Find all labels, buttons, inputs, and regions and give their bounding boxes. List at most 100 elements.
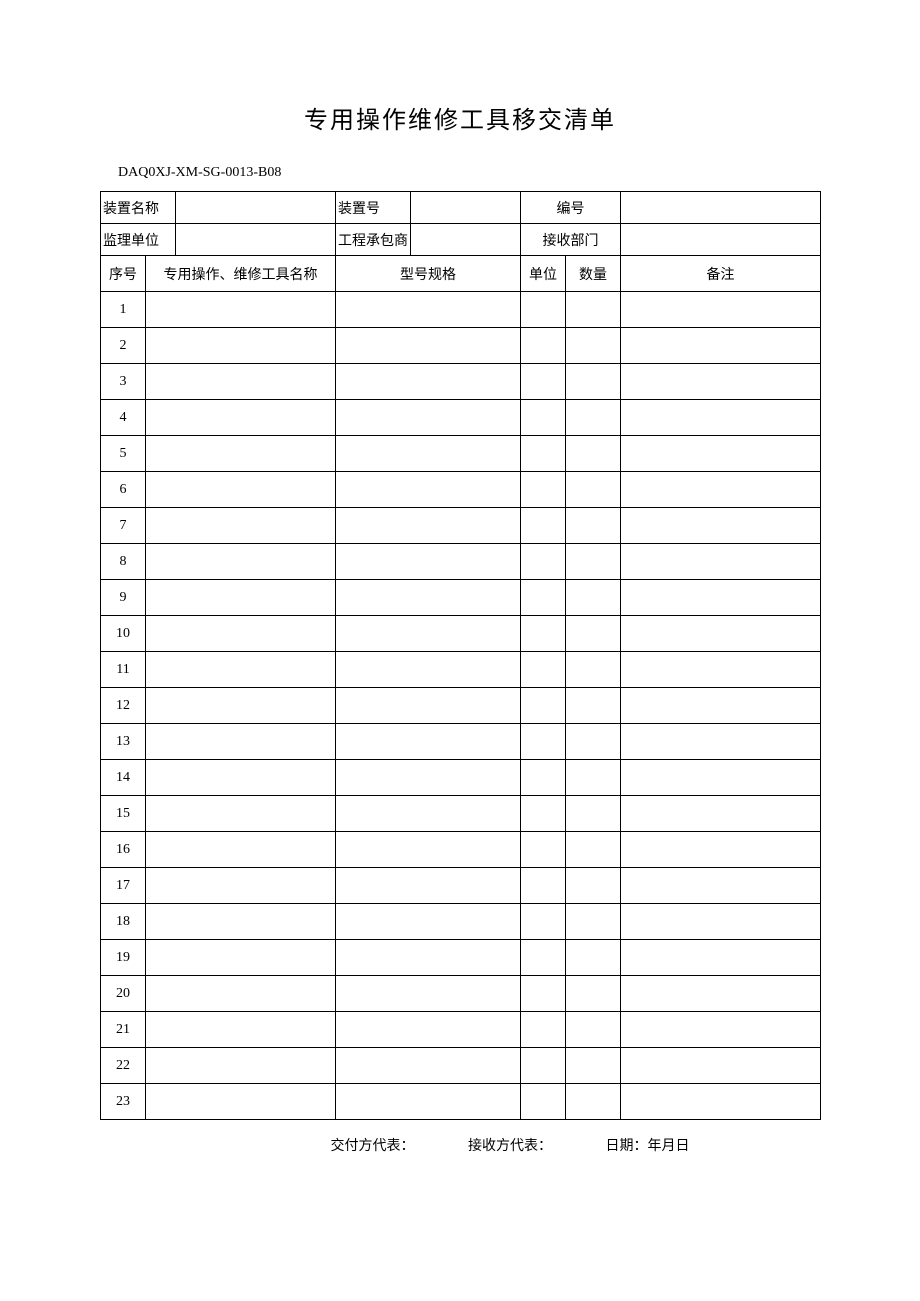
cell-name bbox=[146, 904, 336, 940]
col-spec: 型号规格 bbox=[336, 256, 521, 292]
cell-seq: 19 bbox=[101, 940, 146, 976]
info-row-1: 装置名称 装置号 编号 bbox=[101, 192, 821, 224]
cell-name bbox=[146, 436, 336, 472]
cell-qty bbox=[566, 544, 621, 580]
table-row: 14 bbox=[101, 760, 821, 796]
supervisor-label: 监理单位 bbox=[101, 224, 176, 256]
table-row: 23 bbox=[101, 1084, 821, 1120]
cell-unit bbox=[521, 1084, 566, 1120]
cell-name bbox=[146, 580, 336, 616]
cell-unit bbox=[521, 472, 566, 508]
cell-spec bbox=[336, 400, 521, 436]
cell-remark bbox=[621, 328, 821, 364]
serial-label: 编号 bbox=[521, 192, 621, 224]
cell-name bbox=[146, 328, 336, 364]
receive-dept-value bbox=[621, 224, 821, 256]
supervisor-value bbox=[176, 224, 336, 256]
cell-name bbox=[146, 1012, 336, 1048]
cell-qty bbox=[566, 364, 621, 400]
serial-value bbox=[621, 192, 821, 224]
cell-seq: 20 bbox=[101, 976, 146, 1012]
cell-unit bbox=[521, 688, 566, 724]
cell-qty bbox=[566, 904, 621, 940]
cell-qty bbox=[566, 868, 621, 904]
cell-remark bbox=[621, 580, 821, 616]
cell-remark bbox=[621, 400, 821, 436]
column-header-row: 序号 专用操作、维修工具名称 型号规格 单位 数量 备注 bbox=[101, 256, 821, 292]
delivery-rep-label: 交付方代表： bbox=[331, 1135, 415, 1155]
cell-unit bbox=[521, 1048, 566, 1084]
cell-seq: 21 bbox=[101, 1012, 146, 1048]
cell-spec bbox=[336, 508, 521, 544]
cell-unit bbox=[521, 328, 566, 364]
cell-spec bbox=[336, 760, 521, 796]
cell-name bbox=[146, 976, 336, 1012]
cell-qty bbox=[566, 328, 621, 364]
cell-seq: 7 bbox=[101, 508, 146, 544]
cell-seq: 11 bbox=[101, 652, 146, 688]
col-name: 专用操作、维修工具名称 bbox=[146, 256, 336, 292]
table-row: 10 bbox=[101, 616, 821, 652]
table-row: 4 bbox=[101, 400, 821, 436]
cell-qty bbox=[566, 832, 621, 868]
cell-spec bbox=[336, 544, 521, 580]
cell-seq: 23 bbox=[101, 1084, 146, 1120]
cell-qty bbox=[566, 724, 621, 760]
cell-seq: 18 bbox=[101, 904, 146, 940]
cell-qty bbox=[566, 760, 621, 796]
cell-unit bbox=[521, 904, 566, 940]
cell-remark bbox=[621, 472, 821, 508]
cell-spec bbox=[336, 832, 521, 868]
cell-unit bbox=[521, 364, 566, 400]
col-qty: 数量 bbox=[566, 256, 621, 292]
table-row: 18 bbox=[101, 904, 821, 940]
cell-name bbox=[146, 508, 336, 544]
cell-seq: 5 bbox=[101, 436, 146, 472]
cell-unit bbox=[521, 796, 566, 832]
cell-remark bbox=[621, 760, 821, 796]
cell-remark bbox=[621, 544, 821, 580]
cell-spec bbox=[336, 292, 521, 328]
table-row: 9 bbox=[101, 580, 821, 616]
cell-qty bbox=[566, 1012, 621, 1048]
table-row: 15 bbox=[101, 796, 821, 832]
cell-seq: 2 bbox=[101, 328, 146, 364]
cell-name bbox=[146, 796, 336, 832]
cell-spec bbox=[336, 940, 521, 976]
cell-seq: 4 bbox=[101, 400, 146, 436]
cell-qty bbox=[566, 688, 621, 724]
cell-name bbox=[146, 1048, 336, 1084]
cell-spec bbox=[336, 1048, 521, 1084]
cell-remark bbox=[621, 652, 821, 688]
receive-dept-label: 接收部门 bbox=[521, 224, 621, 256]
cell-unit bbox=[521, 436, 566, 472]
cell-name bbox=[146, 364, 336, 400]
col-remark: 备注 bbox=[621, 256, 821, 292]
cell-name bbox=[146, 868, 336, 904]
table-row: 12 bbox=[101, 688, 821, 724]
cell-remark bbox=[621, 616, 821, 652]
cell-remark bbox=[621, 688, 821, 724]
cell-remark bbox=[621, 904, 821, 940]
cell-spec bbox=[336, 868, 521, 904]
receive-rep-label: 接收方代表： bbox=[468, 1135, 552, 1155]
cell-qty bbox=[566, 400, 621, 436]
cell-spec bbox=[336, 580, 521, 616]
cell-unit bbox=[521, 400, 566, 436]
table-row: 21 bbox=[101, 1012, 821, 1048]
cell-unit bbox=[521, 580, 566, 616]
cell-unit bbox=[521, 544, 566, 580]
cell-remark bbox=[621, 508, 821, 544]
cell-seq: 15 bbox=[101, 796, 146, 832]
info-row-2: 监理单位 工程承包商 接收部门 bbox=[101, 224, 821, 256]
table-row: 19 bbox=[101, 940, 821, 976]
cell-remark bbox=[621, 868, 821, 904]
cell-seq: 6 bbox=[101, 472, 146, 508]
cell-spec bbox=[336, 976, 521, 1012]
cell-qty bbox=[566, 652, 621, 688]
cell-spec bbox=[336, 724, 521, 760]
cell-unit bbox=[521, 508, 566, 544]
cell-qty bbox=[566, 472, 621, 508]
cell-seq: 22 bbox=[101, 1048, 146, 1084]
cell-name bbox=[146, 400, 336, 436]
